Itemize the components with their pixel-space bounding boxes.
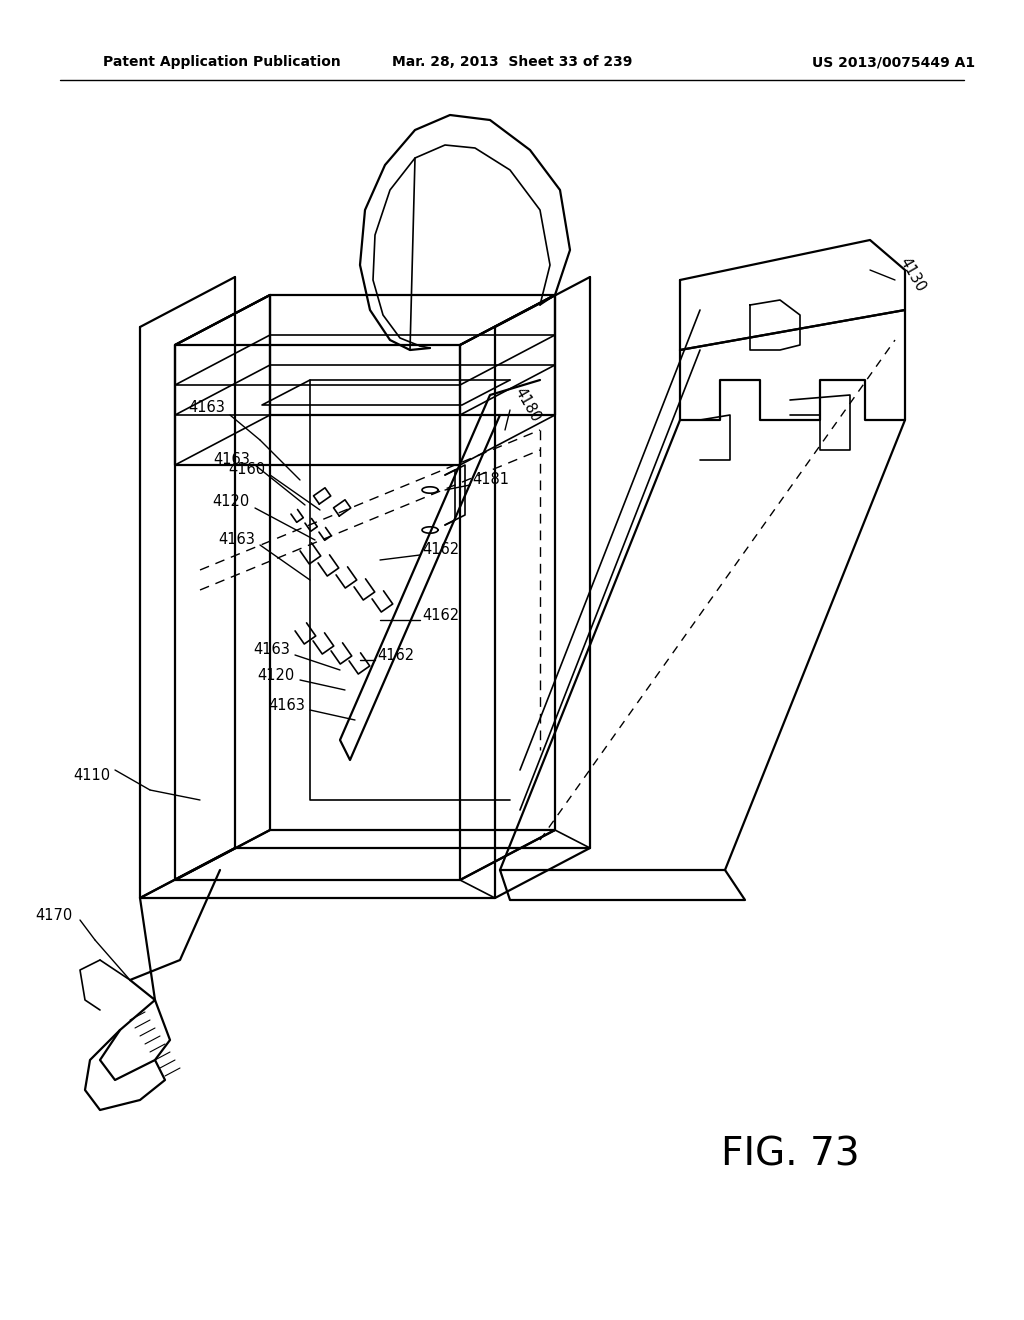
Text: 4110: 4110 <box>73 767 110 783</box>
Text: 4162: 4162 <box>422 543 459 557</box>
Text: 4163: 4163 <box>268 697 305 713</box>
Text: 4162: 4162 <box>377 648 414 663</box>
Text: US 2013/0075449 A1: US 2013/0075449 A1 <box>812 55 975 69</box>
Text: 4163: 4163 <box>253 643 290 657</box>
Text: 4162: 4162 <box>422 607 459 623</box>
Text: 4120: 4120 <box>258 668 295 682</box>
Text: FIG. 73: FIG. 73 <box>721 1137 859 1173</box>
Text: 4120: 4120 <box>213 495 250 510</box>
Text: 4130: 4130 <box>897 255 929 294</box>
Text: 4181: 4181 <box>472 473 509 487</box>
Text: Mar. 28, 2013  Sheet 33 of 239: Mar. 28, 2013 Sheet 33 of 239 <box>392 55 632 69</box>
Text: 4163: 4163 <box>218 532 255 548</box>
Text: 4180: 4180 <box>512 385 544 425</box>
Text: 4160: 4160 <box>228 462 265 478</box>
Text: 4170: 4170 <box>36 908 73 923</box>
Text: 4163: 4163 <box>188 400 225 416</box>
Text: 4163: 4163 <box>213 453 250 467</box>
Text: Patent Application Publication: Patent Application Publication <box>103 55 341 69</box>
